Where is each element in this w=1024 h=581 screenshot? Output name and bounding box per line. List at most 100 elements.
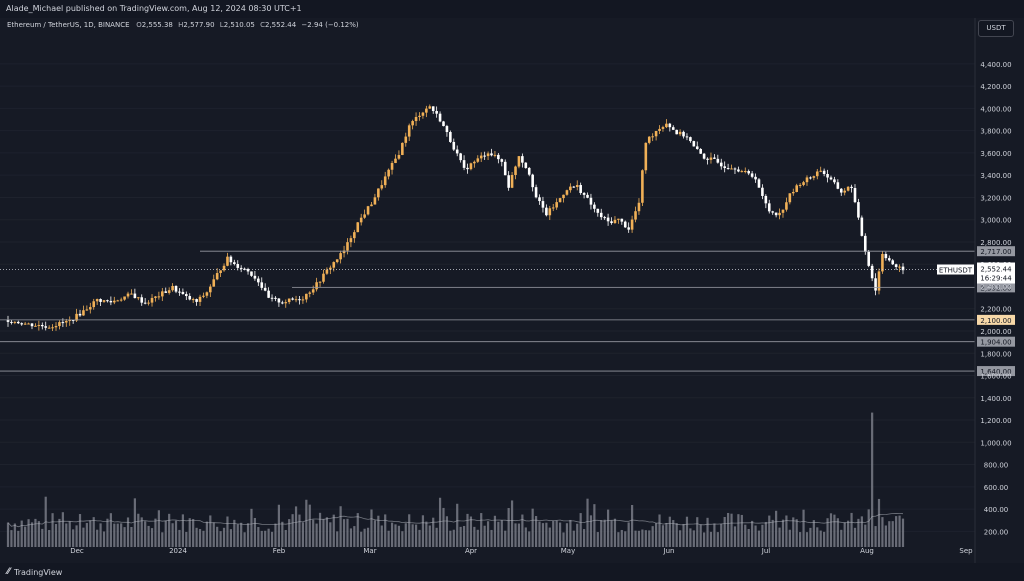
- volume-bar: [744, 524, 747, 547]
- volume-bar: [294, 506, 298, 547]
- volume-bar: [764, 521, 767, 547]
- volume-bar: [360, 531, 363, 547]
- candle-body: [294, 299, 298, 301]
- volume-bar: [668, 516, 671, 547]
- volume-bar: [236, 524, 239, 547]
- volume-bar: [195, 527, 198, 547]
- volume-bar: [541, 523, 545, 547]
- candle-body: [318, 281, 322, 283]
- high-label: H: [178, 21, 184, 29]
- level-label-box: [977, 282, 1015, 293]
- price-tick-label: 3,600.00: [980, 150, 1011, 158]
- volume-bar: [829, 513, 833, 547]
- close-label: C: [260, 21, 265, 29]
- candle-body: [99, 299, 102, 302]
- volume-bar: [493, 515, 497, 547]
- candle-body: [82, 310, 85, 316]
- volume-bar: [370, 509, 373, 547]
- candle-body: [239, 267, 243, 269]
- volume-bar: [778, 527, 781, 547]
- candle-body: [346, 242, 349, 251]
- candle-body: [359, 217, 363, 223]
- candle-body: [407, 125, 411, 137]
- volume-bar: [267, 528, 270, 547]
- grid-lines: [0, 63, 975, 532]
- candle-body: [531, 174, 534, 188]
- volume-bar: [847, 520, 850, 547]
- candle-body: [88, 307, 92, 310]
- volume-bar: [421, 515, 425, 547]
- currency-button[interactable]: USDT: [978, 20, 1014, 37]
- volume-bar: [397, 525, 401, 547]
- candle-body: [860, 217, 864, 236]
- candle-body: [723, 166, 726, 169]
- volume-bar: [10, 530, 13, 547]
- level-label: 2,100.00: [980, 317, 1011, 325]
- candle-body: [191, 299, 195, 301]
- candle-body: [500, 159, 504, 162]
- volume-bar: [449, 530, 452, 547]
- change-value: −2.94 (−0.12%): [301, 21, 359, 29]
- candle-body: [555, 202, 558, 208]
- volume-bar: [20, 520, 23, 547]
- volume-bar: [150, 528, 154, 547]
- candle-body: [205, 292, 209, 296]
- brand-text: TradingView: [14, 567, 63, 577]
- candle-body: [637, 202, 641, 212]
- volume-bar: [291, 514, 294, 547]
- candle-body: [713, 157, 716, 159]
- tradingview-logo[interactable]: ⁄⁄ TradingView: [7, 567, 62, 577]
- volume-bar: [679, 530, 682, 547]
- volume-bar: [524, 527, 527, 547]
- volume-bar: [65, 523, 68, 547]
- symbol-name[interactable]: Ethereum / TetherUS, 1D, BINANCE: [7, 21, 130, 29]
- volume-bar: [277, 504, 281, 547]
- candle-body: [603, 217, 606, 219]
- volume-bar: [284, 530, 287, 547]
- candle-body: [222, 265, 226, 271]
- candle-body: [747, 171, 750, 174]
- time-tick-label: 2024: [169, 547, 187, 555]
- open-value: 2,555.38: [141, 21, 173, 29]
- candle-body: [425, 108, 428, 113]
- volume-bar: [274, 523, 277, 547]
- candle-body: [737, 169, 740, 172]
- volume-bar: [253, 517, 256, 547]
- volume-bar: [747, 529, 750, 547]
- candle-body: [68, 319, 72, 321]
- volume-bar: [596, 532, 599, 547]
- volume-bar: [795, 519, 798, 547]
- candle-body: [534, 187, 538, 198]
- price-tick-label: 1,600.00: [980, 373, 1011, 381]
- volume-bar: [884, 525, 887, 547]
- candle-body: [771, 211, 774, 213]
- time-tick-label: Jul: [761, 547, 771, 555]
- volume-bar: [185, 531, 188, 547]
- candle-body: [521, 156, 524, 163]
- open-label: O: [136, 21, 142, 29]
- volume-bar: [552, 520, 555, 547]
- candle-body: [558, 198, 562, 203]
- candle-body: [658, 128, 661, 131]
- candle-body: [781, 209, 785, 213]
- candle-body: [373, 197, 377, 205]
- candle-body: [246, 269, 250, 272]
- volume-bar: [13, 523, 16, 547]
- candle-body: [743, 171, 747, 173]
- candle-body: [538, 197, 541, 202]
- volume-bar: [576, 523, 579, 547]
- time-axis: Dec 2024 Feb Mar Apr May Jun Jul Aug Sep: [70, 547, 973, 555]
- candle-body: [308, 292, 312, 294]
- candle-body: [788, 193, 792, 203]
- volume-bar: [740, 514, 743, 547]
- volume-bar: [867, 509, 870, 547]
- price-chart[interactable]: 2,717.00 2,392.00 2,100.00 1,904.00 1,640.00…: [0, 18, 1024, 563]
- candle-body: [250, 271, 253, 276]
- volume-bar: [75, 525, 78, 547]
- volume-bar: [147, 525, 150, 547]
- candle-body: [853, 188, 857, 203]
- volume-bar: [874, 526, 877, 547]
- last-price-box: [977, 262, 1015, 284]
- candle-body: [6, 319, 10, 322]
- high-value: 2,577.90: [183, 21, 215, 29]
